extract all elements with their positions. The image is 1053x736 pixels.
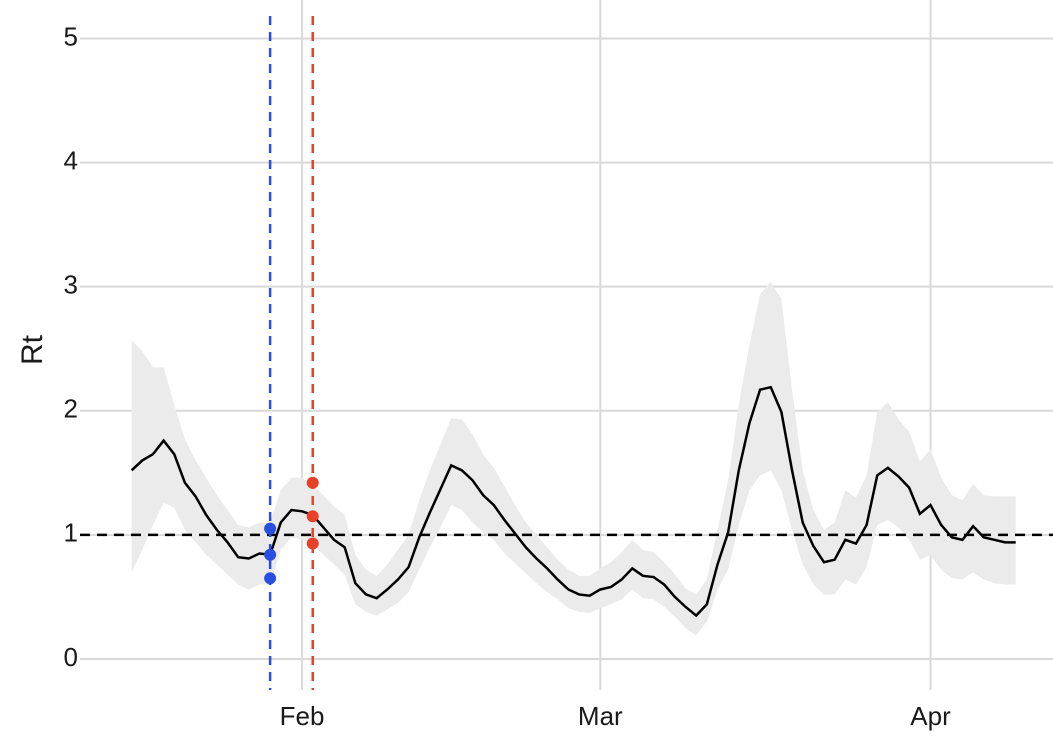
x-tick-label: Feb xyxy=(280,701,325,731)
y-tick-label: 2 xyxy=(64,394,78,424)
confidence-band xyxy=(131,281,1016,636)
point xyxy=(306,510,319,523)
line xyxy=(130,385,1016,618)
point xyxy=(264,572,277,585)
point xyxy=(264,548,277,561)
y-tick-label: 3 xyxy=(64,270,78,300)
point xyxy=(306,537,319,550)
y-tick-label: 1 xyxy=(64,518,78,548)
point xyxy=(264,522,277,535)
point xyxy=(306,476,319,489)
y-tick-label: 0 xyxy=(64,642,78,672)
x-tick-label: Apr xyxy=(910,701,951,731)
x-tick-label: Mar xyxy=(578,701,623,731)
y-axis-title: Rt xyxy=(16,334,49,365)
y-tick-label: 4 xyxy=(64,145,78,175)
y-tick-label: 5 xyxy=(64,21,78,51)
